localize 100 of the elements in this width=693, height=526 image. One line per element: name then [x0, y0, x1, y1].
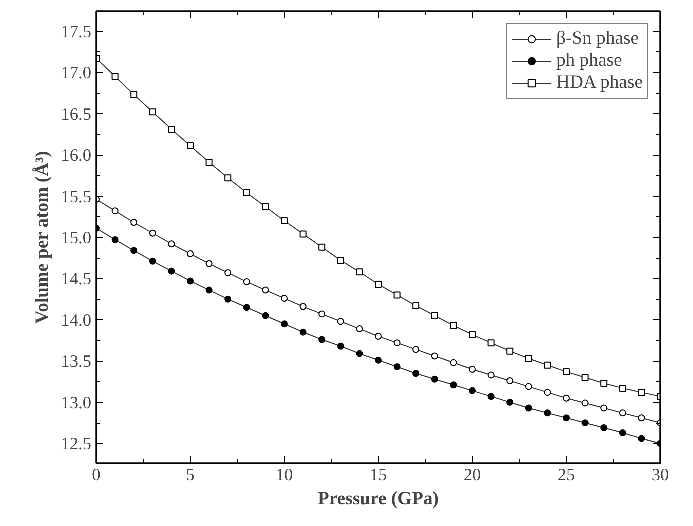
- point: [318, 244, 326, 251]
- point: [337, 257, 344, 264]
- point: [130, 247, 138, 254]
- point: [412, 346, 420, 354]
- point: [394, 340, 401, 347]
- point: [412, 370, 420, 378]
- legend-label: ph phase: [556, 50, 622, 72]
- point: [356, 326, 364, 333]
- point: [356, 350, 364, 358]
- point: [149, 258, 156, 265]
- point: [149, 108, 156, 116]
- y-tick-label: 14.5: [61, 270, 92, 289]
- point: [300, 303, 307, 310]
- point: [243, 304, 250, 312]
- y-tick-label: 15.5: [61, 187, 92, 206]
- point: [582, 420, 589, 427]
- x-tick-label: 10: [276, 466, 294, 484]
- y-tick-label: 12.5: [61, 434, 92, 454]
- point: [450, 382, 458, 389]
- point: [300, 328, 307, 336]
- x-tick-label: 0: [92, 466, 101, 484]
- point: [262, 203, 270, 210]
- point: [431, 352, 438, 360]
- point: [112, 73, 119, 80]
- point: [318, 336, 326, 344]
- y-tick-label: 17.5: [61, 22, 92, 42]
- y-tick-label: 13.0: [61, 393, 92, 412]
- point: [412, 302, 420, 310]
- y-tick-label: 16.5: [61, 104, 92, 124]
- point: [318, 310, 326, 318]
- point: [544, 362, 552, 369]
- point: [525, 404, 532, 412]
- point: [337, 318, 344, 326]
- x-tick-label: 25: [558, 466, 576, 484]
- point: [224, 174, 232, 182]
- point: [431, 312, 438, 320]
- point: [187, 142, 194, 150]
- point: [224, 296, 232, 303]
- point: [563, 414, 570, 422]
- x-tick-label: 15: [370, 466, 388, 484]
- point: [243, 189, 250, 196]
- point: [600, 404, 608, 412]
- y-axis-title: Volume per atom (Å³): [32, 151, 54, 324]
- point: [525, 355, 532, 362]
- point: [281, 295, 288, 302]
- point: [544, 389, 552, 396]
- point: [469, 366, 476, 373]
- point: [375, 281, 382, 288]
- legend-label: HDA phase: [556, 72, 643, 94]
- point: [394, 364, 401, 370]
- point: [563, 394, 570, 402]
- point: [582, 400, 589, 407]
- y-tick-label: 16.0: [61, 146, 92, 166]
- point: [206, 286, 213, 294]
- point: [112, 208, 119, 215]
- point: [469, 387, 476, 394]
- point: [638, 414, 646, 422]
- point: [450, 359, 458, 366]
- x-tick-label: 5: [186, 466, 195, 484]
- point: [262, 312, 270, 320]
- point: [281, 218, 288, 225]
- point: [187, 278, 194, 285]
- point: [337, 342, 344, 350]
- point: [619, 429, 626, 436]
- point: [130, 91, 138, 98]
- y-tick-label: 14.0: [61, 310, 92, 330]
- point: [356, 268, 364, 276]
- point: [450, 322, 458, 330]
- point: [187, 250, 194, 258]
- point: [506, 378, 514, 385]
- y-tick-label: 15.0: [61, 228, 92, 248]
- x-axis-title: Pressure (GPa): [318, 488, 440, 510]
- point: [488, 372, 495, 379]
- point: [619, 410, 626, 417]
- point: [149, 230, 156, 237]
- point: [130, 219, 138, 226]
- point: [619, 384, 626, 392]
- point: [394, 292, 401, 299]
- point: [375, 332, 382, 340]
- x-tick-label: 20: [464, 466, 482, 484]
- point: [243, 278, 250, 286]
- point: [168, 268, 176, 275]
- point: [300, 230, 307, 238]
- point: [168, 240, 176, 248]
- point: [600, 424, 608, 432]
- point: [488, 340, 495, 347]
- point: [525, 383, 532, 390]
- point: [638, 389, 646, 396]
- point: [506, 348, 514, 355]
- point: [469, 331, 476, 338]
- point: [375, 356, 382, 364]
- point: [431, 376, 438, 383]
- point: [488, 393, 495, 400]
- y-tick-label: 13.5: [61, 352, 92, 372]
- point: [506, 398, 514, 406]
- point: [168, 126, 176, 133]
- point: [112, 236, 119, 244]
- x-tick-label: 30: [652, 466, 670, 484]
- point: [600, 380, 608, 387]
- point: [582, 374, 589, 382]
